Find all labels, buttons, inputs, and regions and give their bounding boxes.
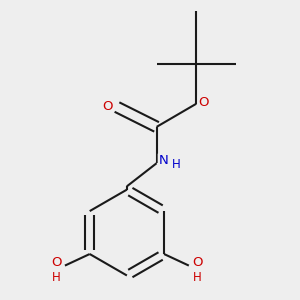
Text: O: O bbox=[51, 256, 62, 269]
Text: H: H bbox=[52, 271, 61, 284]
Text: H: H bbox=[171, 158, 180, 171]
Text: H: H bbox=[193, 271, 202, 284]
Text: O: O bbox=[198, 96, 209, 109]
Text: N: N bbox=[158, 154, 168, 167]
Text: O: O bbox=[192, 256, 202, 269]
Text: O: O bbox=[103, 100, 113, 112]
